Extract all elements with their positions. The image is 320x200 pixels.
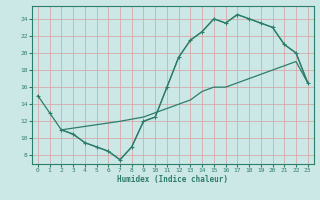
X-axis label: Humidex (Indice chaleur): Humidex (Indice chaleur): [117, 175, 228, 184]
